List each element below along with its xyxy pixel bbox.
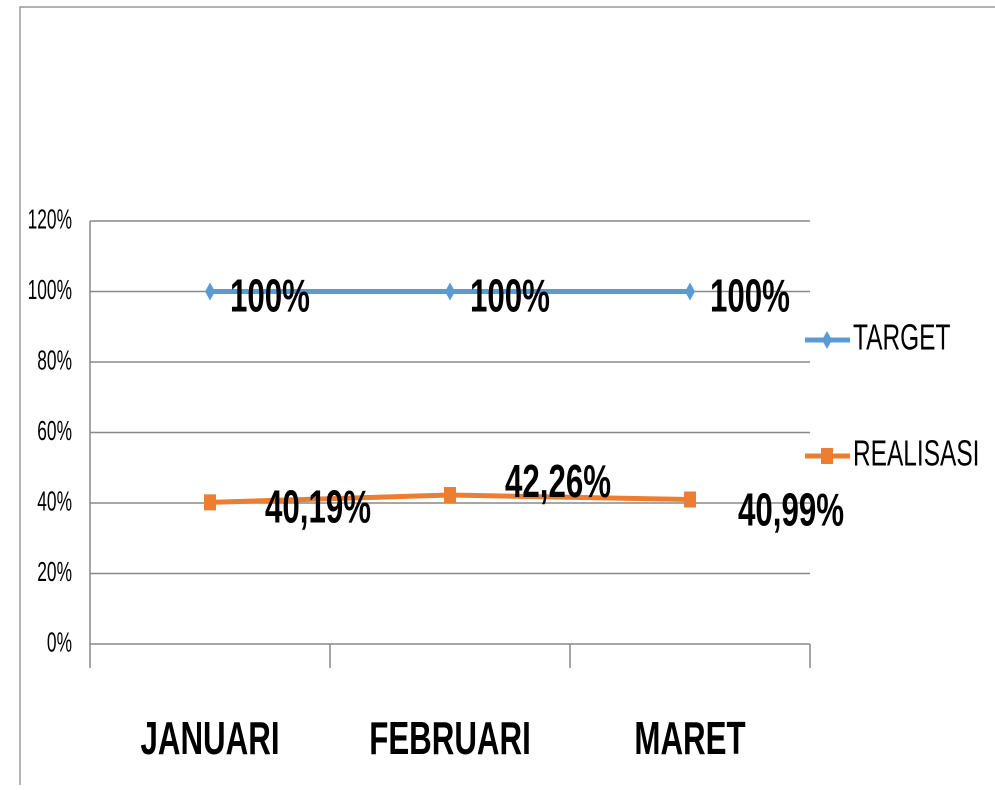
marker	[204, 494, 216, 511]
marker	[445, 282, 455, 301]
y-tick-label: 100%	[28, 274, 72, 305]
data-label: 40,19%	[265, 482, 371, 533]
legend-label: REALISASI	[853, 433, 979, 474]
data-label: 100%	[470, 271, 550, 322]
data-label: 100%	[230, 271, 310, 322]
legend-label: TARGET	[853, 317, 951, 358]
y-tick-label: 20%	[37, 556, 72, 587]
y-tick-label: 80%	[37, 344, 72, 375]
data-label: 42,26%	[505, 456, 611, 507]
y-tick-label: 120%	[28, 203, 72, 234]
marker	[685, 282, 695, 301]
x-tick-label: FEBRUARI	[369, 713, 531, 764]
data-label: 100%	[710, 271, 790, 322]
y-tick-label: 0%	[47, 626, 72, 657]
y-tick-label: 40%	[37, 485, 72, 516]
legend-marker	[822, 331, 832, 349]
marker	[444, 487, 456, 504]
marker	[684, 491, 696, 508]
chart-border	[19, 6, 995, 790]
x-tick-label: MARET	[634, 713, 745, 764]
x-tick-label: JANUARI	[140, 713, 279, 764]
y-tick-label: 60%	[37, 415, 72, 446]
data-label: 40,99%	[738, 485, 844, 536]
legend-marker	[821, 448, 833, 464]
marker	[205, 282, 215, 301]
